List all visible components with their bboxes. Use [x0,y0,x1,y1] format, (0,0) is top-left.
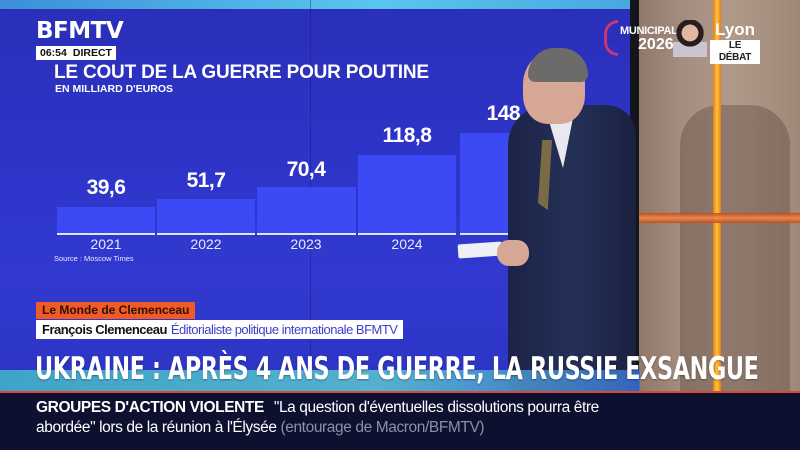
bar-year-label: 2022 [190,236,222,252]
presenter-hair [528,48,588,82]
ticker-quote: "La question d'éventuelles dissolutions … [36,399,599,436]
presenter-hand [497,240,529,266]
chart-subtitle: EN MILLIARD D'EUROS [55,83,173,95]
broadcast-scene: LE COUT DE LA GUERRE POUR POUTINE EN MIL… [0,0,800,392]
ticker-content: GROUPES D'ACTION VIOLENTE "La question d… [36,398,636,438]
studio-shadow [680,105,790,392]
bfmtv-logo-text: BFMTV [36,18,124,44]
debate-label: LE DÉBAT [710,40,760,64]
bar-year-label: 2021 [90,236,122,252]
name-bar: François Clemenceau Éditorialiste politiq… [36,320,404,339]
studio-light-horizontal [639,213,800,223]
candidate-avatar [673,20,707,57]
chart-bar-2023 [257,187,356,233]
bar-year-label: 2024 [391,236,423,252]
ticker-topic: GROUPES D'ACTION VIOLENTE [36,399,264,416]
chart-source: Source : Moscow Times [54,254,134,263]
presenter-suit [508,105,636,392]
ticker-divider [0,391,800,393]
debate-badge: Lyon LE DÉBAT [710,21,760,65]
headline-band [0,370,640,392]
debate-city: Lyon [715,20,755,39]
bar-year-label: 2023 [290,236,322,252]
bar-value-label: 39,6 [86,176,126,199]
chart-bar-2022 [157,199,255,233]
bar-baseline [358,233,456,235]
municipales-year: 2026 [638,36,674,53]
bar-baseline [460,233,520,235]
studio-light-vertical [713,0,721,392]
presenter-tie [538,140,552,210]
arc-icon [604,20,618,56]
person-name: François Clemenceau [42,322,167,337]
news-ticker: GROUPES D'ACTION VIOLENTE "La question d… [0,393,800,450]
show-tag: Le Monde de Clemenceau [36,302,196,319]
person-role: Éditorialiste politique internationale B… [170,322,398,337]
bar-baseline [57,233,155,235]
live-clock: 06:54 DIRECT [36,46,116,60]
bar-baseline [157,233,255,235]
chart-bar-2024 [358,155,456,233]
bar-value-label: 51,7 [186,169,226,192]
clock-time: 06:54 [40,47,67,59]
chart-title: LE COUT DE LA GUERRE POUR POUTINE [54,62,429,83]
channel-logo: BFMTV 06:54 DIRECT [36,18,124,61]
bar-value-label: 70,4 [286,158,326,181]
live-label: DIRECT [72,47,112,59]
wall-top-strip [0,0,630,9]
headline: UKRAINE : APRÈS 4 ANS DE GUERRE, LA RUSS… [35,351,759,387]
bar-value-label: 118,8 [382,124,432,147]
chart-bar-2021 [57,207,155,233]
bar-baseline [257,233,356,235]
ticker-source: (entourage de Macron/BFMTV) [280,419,485,436]
